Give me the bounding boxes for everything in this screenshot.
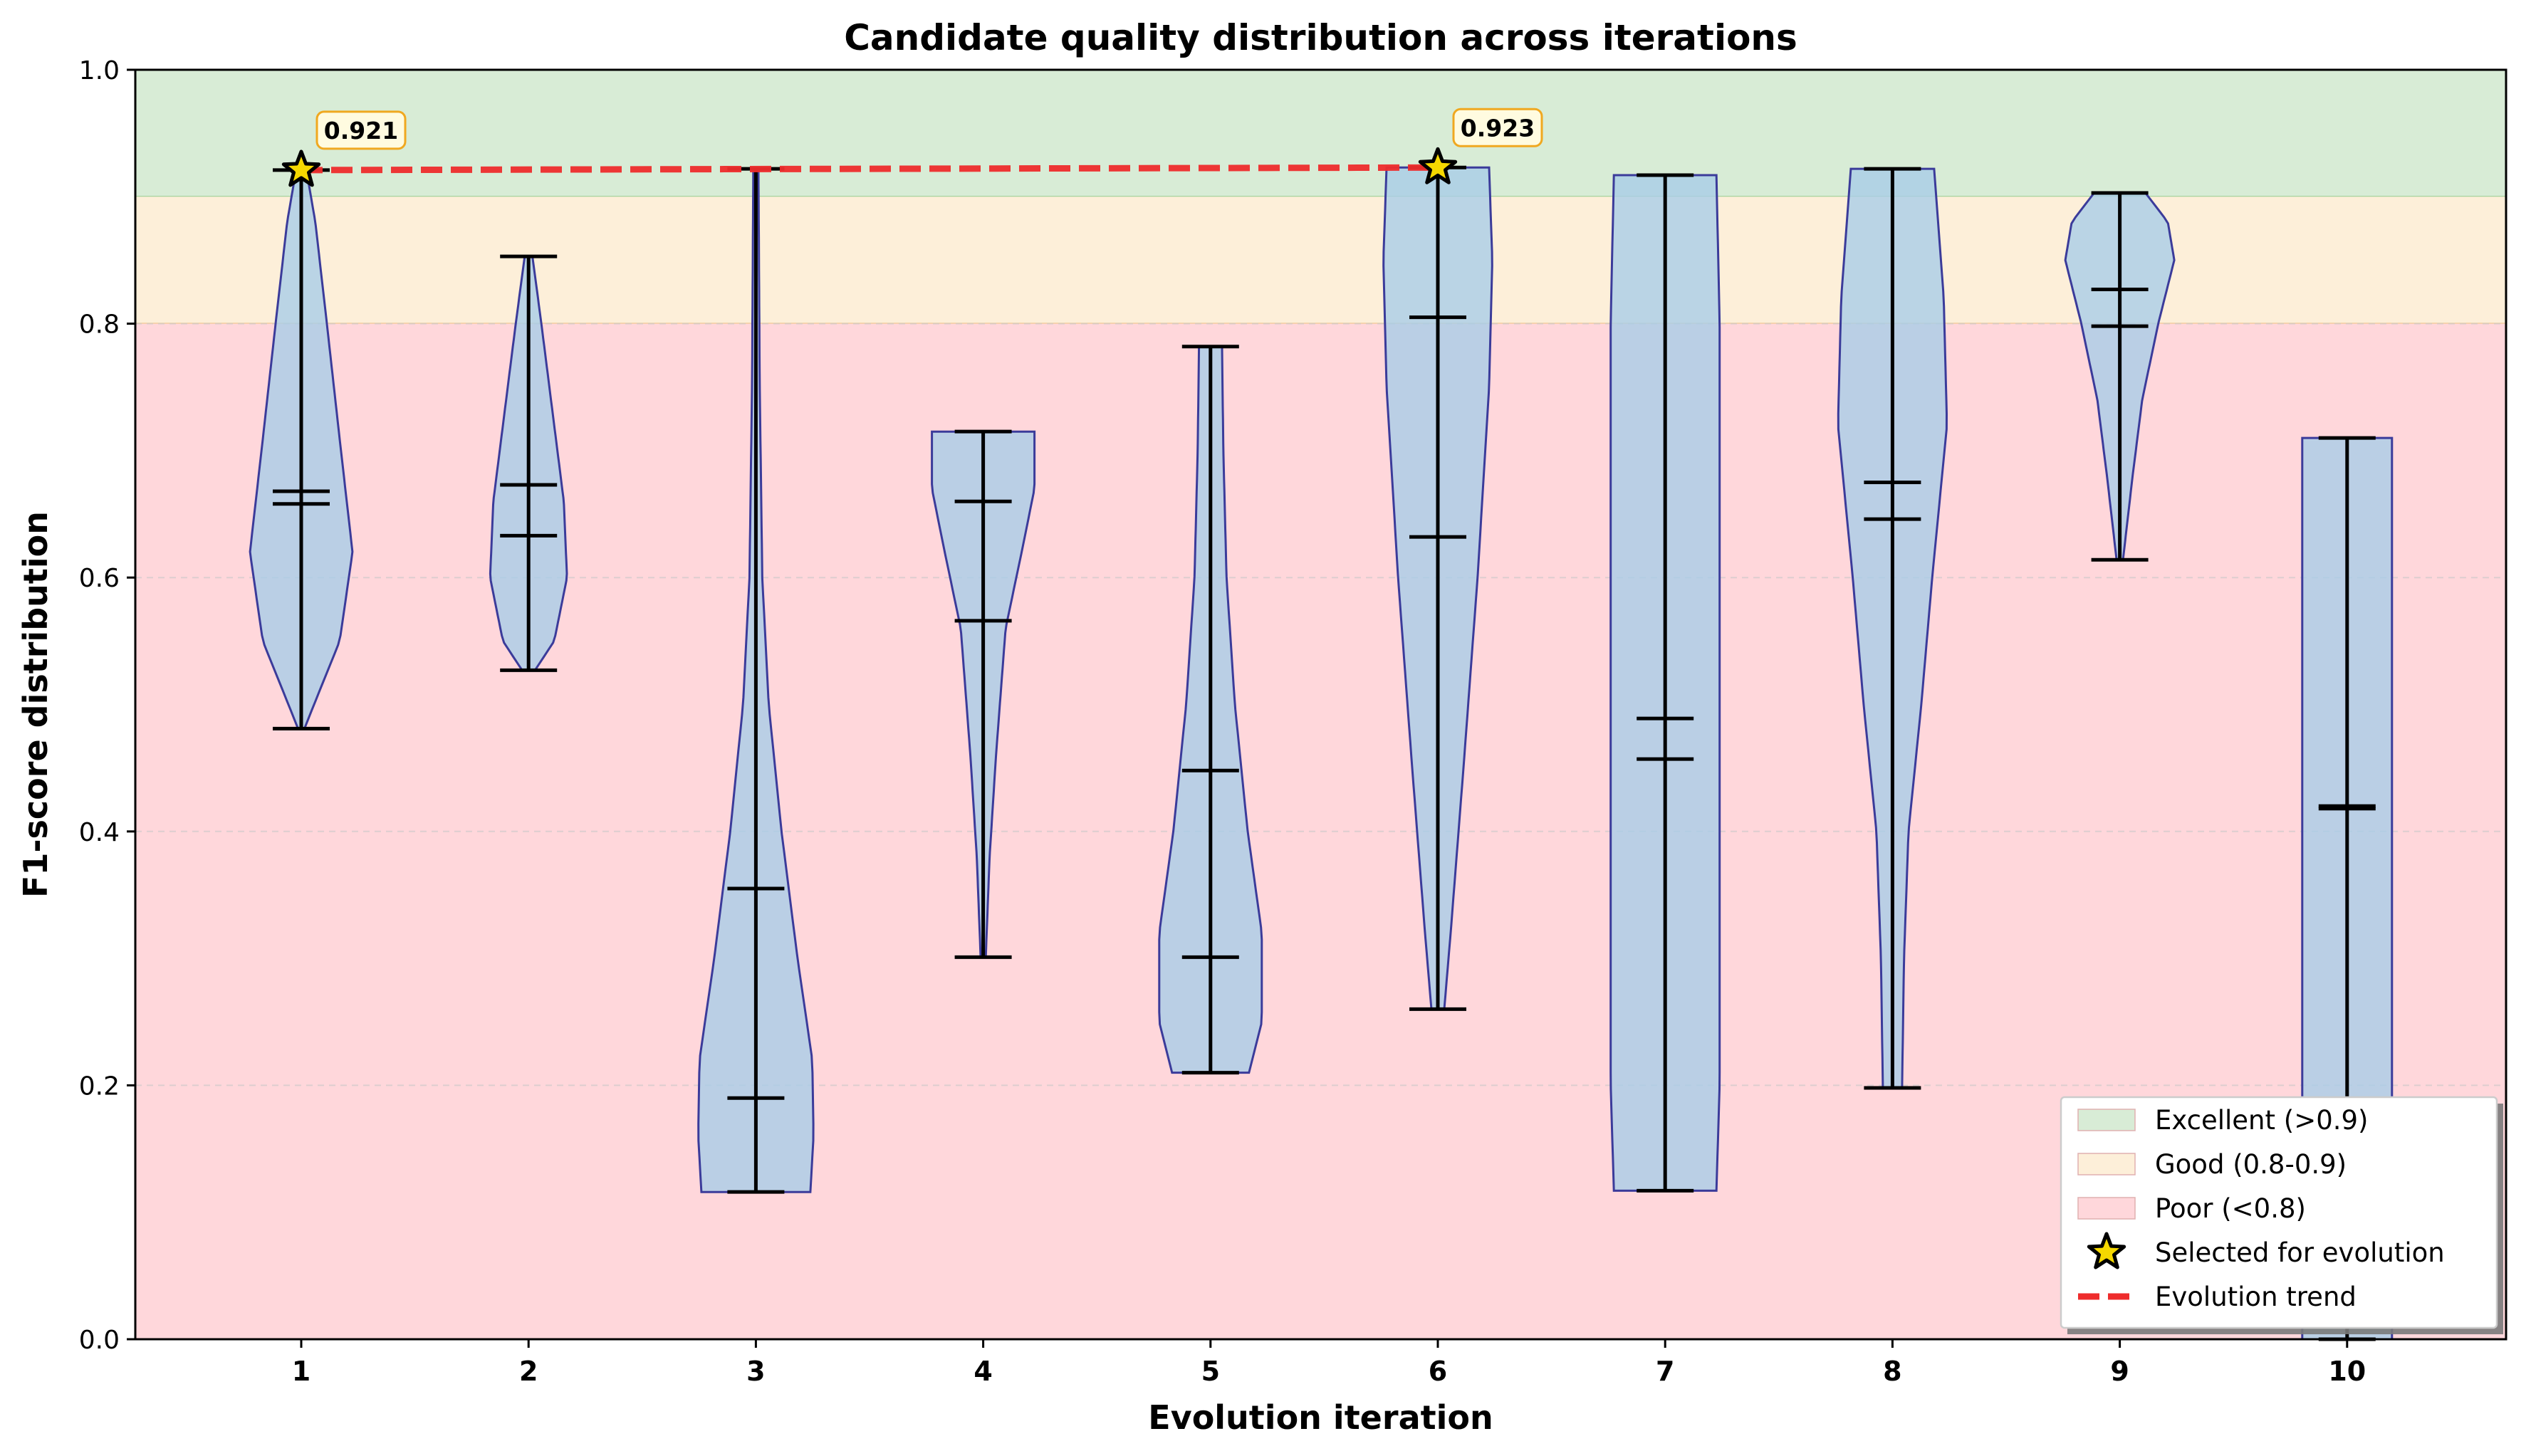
annotation-box <box>315 110 407 150</box>
x-tick-label: 2 <box>519 1356 538 1387</box>
y-axis-label: F1-score distribution <box>16 511 55 898</box>
plot-frame <box>134 68 2507 1341</box>
x-tick-label: 10 <box>2328 1356 2366 1387</box>
x-tick-label: 1 <box>292 1356 310 1387</box>
legend-label: Good (0.8-0.9) <box>2155 1149 2347 1180</box>
legend-star-icon <box>2087 1232 2126 1269</box>
x-tick-label: 6 <box>1429 1356 1447 1387</box>
legend-swatch <box>2077 1197 2136 1220</box>
selected-star-icon <box>1418 147 1458 184</box>
selected-star-icon <box>281 150 321 187</box>
evolution-trend: 0.921 0.923 <box>281 108 1543 187</box>
x-tick-label: 7 <box>1656 1356 1674 1387</box>
violin-2 <box>489 254 568 672</box>
violins <box>249 165 2394 1341</box>
y-tick-label: 0.6 <box>79 564 120 593</box>
chart-title: Candidate quality distribution across it… <box>844 17 1797 58</box>
legend-swatch <box>2077 1109 2136 1131</box>
violin-8 <box>1837 167 1948 1090</box>
legend-label: Poor (<0.8) <box>2155 1193 2306 1224</box>
y-tick-label: 1.0 <box>79 56 120 85</box>
x-tick-label: 4 <box>974 1356 992 1387</box>
axes: 0.0 0.2 0.4 0.6 0.8 1.0 1 2 3 4 5 6 7 8 9 10 <box>79 56 2366 1387</box>
annotation-box <box>1452 108 1543 147</box>
x-tick-label: 3 <box>746 1356 765 1387</box>
x-tick-label: 5 <box>1201 1356 1220 1387</box>
y-tick-label: 0.0 <box>79 1326 120 1355</box>
legend-swatch <box>2077 1153 2136 1175</box>
legend-label: Evolution trend <box>2155 1282 2357 1312</box>
legend: Excellent (>0.9) Good (0.8-0.9) Poor (<0.8… <box>2060 1096 2503 1334</box>
violin-7 <box>1609 173 1721 1193</box>
violin-9 <box>2064 191 2176 562</box>
y-tick-label: 0.8 <box>79 310 120 340</box>
x-tick-label: 9 <box>2110 1356 2129 1387</box>
y-tick-label: 0.4 <box>79 818 120 847</box>
annotation-label: 0.921 <box>324 117 398 145</box>
trend-line <box>301 164 1439 174</box>
annotation-label: 0.923 <box>1461 114 1535 142</box>
y-tick-label: 0.2 <box>79 1072 120 1101</box>
x-axis-label: Evolution iteration <box>1148 1398 1493 1437</box>
legend-label: Excellent (>0.9) <box>2155 1105 2369 1136</box>
violin-4 <box>931 429 1036 959</box>
band-0 <box>135 70 2506 197</box>
legend-label: Selected for evolution <box>2155 1237 2445 1268</box>
violin-5 <box>1158 345 1263 1075</box>
x-tick-label: 8 <box>1883 1356 1901 1387</box>
legend-box <box>2060 1096 2498 1329</box>
